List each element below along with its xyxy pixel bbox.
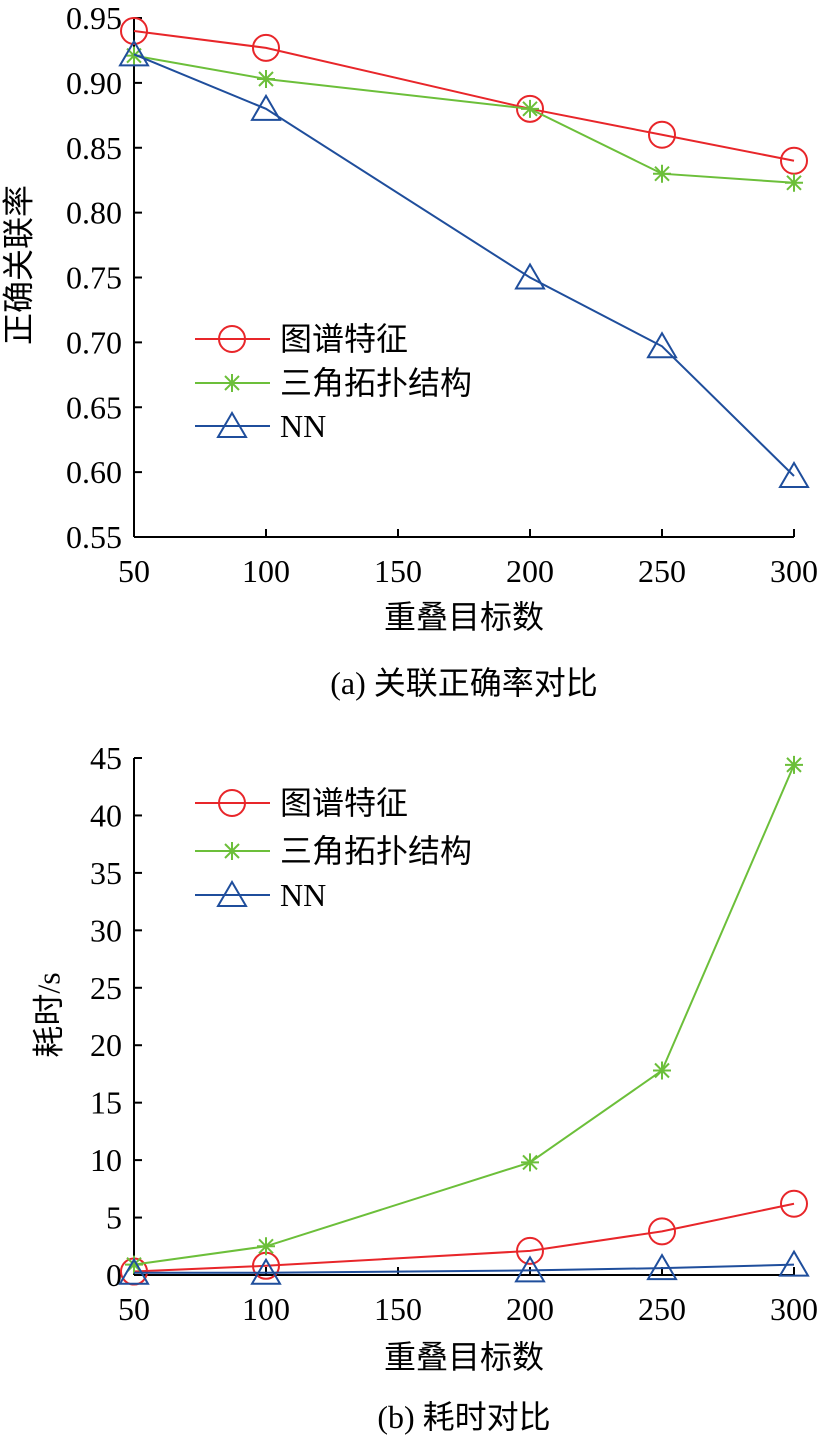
y-tick-label: 45 — [90, 740, 122, 776]
series-line — [133, 53, 795, 477]
data-point — [516, 1236, 544, 1265]
chart-time: 50 100 150 200 250 300 0 5 10 15 20 25 30 35 40 45 重叠目标数… — [30, 740, 818, 1435]
data-point — [120, 16, 148, 45]
data-point — [250, 1257, 282, 1285]
y-axis-label: 耗时/s — [30, 972, 66, 1057]
data-point — [778, 461, 810, 489]
data-point — [780, 146, 808, 175]
legend-marker — [218, 789, 246, 817]
legend-label: NN — [280, 408, 326, 444]
data-point — [785, 755, 803, 774]
legend-label: 图谱特征 — [280, 785, 408, 821]
y-tick-label: 0.65 — [66, 389, 122, 425]
data-point — [118, 1257, 150, 1285]
series-triangle — [118, 1249, 810, 1285]
data-point — [648, 1217, 676, 1246]
y-tick-label: 0.80 — [66, 195, 122, 231]
data-point — [514, 1255, 546, 1283]
legend-marker — [223, 842, 241, 860]
legend-marker — [216, 411, 248, 438]
y-tick-label: 30 — [90, 912, 122, 948]
chart-accuracy: 50 100 150 200 250 300 0.55 0.60 0.65 0.70 0.75 0.8… — [0, 0, 818, 701]
data-point — [785, 173, 803, 192]
y-tick-label: 0.85 — [66, 130, 122, 166]
data-point — [125, 1255, 143, 1274]
data-point — [521, 1153, 539, 1172]
data-point — [257, 69, 275, 88]
chart-caption: (b) 耗时对比 — [377, 1399, 550, 1435]
legend-label: 图谱特征 — [280, 321, 408, 357]
series-circle — [120, 16, 808, 175]
data-point — [125, 46, 143, 65]
data-point — [514, 262, 546, 290]
y-tick-label: 0.75 — [66, 260, 122, 296]
x-tick-label: 100 — [242, 553, 290, 589]
y-tick-label: 25 — [90, 970, 122, 1006]
data-point — [118, 39, 150, 67]
series-line — [133, 1202, 795, 1273]
data-point — [646, 331, 678, 359]
series-asterisk — [125, 755, 803, 1274]
y-tick-label: 0.70 — [66, 324, 122, 360]
y-tick-label: 35 — [90, 855, 122, 891]
data-point — [653, 164, 671, 183]
x-tick-label: 150 — [374, 553, 422, 589]
x-tick-label: 250 — [638, 553, 686, 589]
y-tick-label: 10 — [90, 1142, 122, 1178]
x-tick-label: 300 — [770, 553, 818, 589]
y-tick-label: 0.60 — [66, 454, 122, 490]
x-tick-label: 50 — [118, 1291, 150, 1327]
y-tick-label: 15 — [90, 1085, 122, 1121]
x-tick-label: 300 — [770, 1291, 818, 1327]
series-line — [134, 1263, 795, 1274]
series-asterisk — [125, 46, 803, 192]
x-tick-label: 250 — [638, 1291, 686, 1327]
x-axis-label: 重叠目标数 — [384, 599, 544, 635]
y-tick-label: 0 — [106, 1257, 122, 1293]
x-tick-label: 150 — [374, 1291, 422, 1327]
series-line — [133, 54, 795, 184]
data-point — [780, 1189, 808, 1218]
data-point — [516, 94, 544, 123]
legend-marker — [218, 325, 246, 353]
legend-marker — [223, 374, 241, 392]
y-tick-label: 0.90 — [66, 65, 122, 101]
y-axis-label: 正确关联率 — [0, 185, 36, 345]
chart-caption: (a) 关联正确率对比 — [330, 665, 598, 701]
data-point — [646, 1253, 678, 1281]
data-point — [257, 1237, 275, 1256]
y-tick-label: 5 — [106, 1200, 122, 1236]
data-point — [778, 1249, 810, 1277]
data-point — [653, 1061, 671, 1080]
y-tick-label: 40 — [90, 797, 122, 833]
legend-label: 三角拓扑结构 — [280, 833, 472, 869]
series-triangle — [118, 39, 810, 489]
legend-marker — [216, 880, 248, 907]
y-tick-label: 20 — [90, 1027, 122, 1063]
y-tick-label: 0.95 — [66, 0, 122, 36]
legend-label: 三角拓扑结构 — [280, 365, 472, 401]
x-tick-label: 100 — [242, 1291, 290, 1327]
data-point — [250, 93, 282, 121]
y-tick-label: 0.55 — [66, 519, 122, 555]
data-point — [648, 120, 676, 149]
x-tick-label: 50 — [118, 553, 150, 589]
x-axis-label: 重叠目标数 — [384, 1339, 544, 1375]
x-tick-label: 200 — [506, 553, 554, 589]
data-point — [521, 99, 539, 118]
x-tick-label: 200 — [506, 1291, 554, 1327]
legend-label: NN — [280, 877, 326, 913]
data-point — [252, 33, 280, 62]
